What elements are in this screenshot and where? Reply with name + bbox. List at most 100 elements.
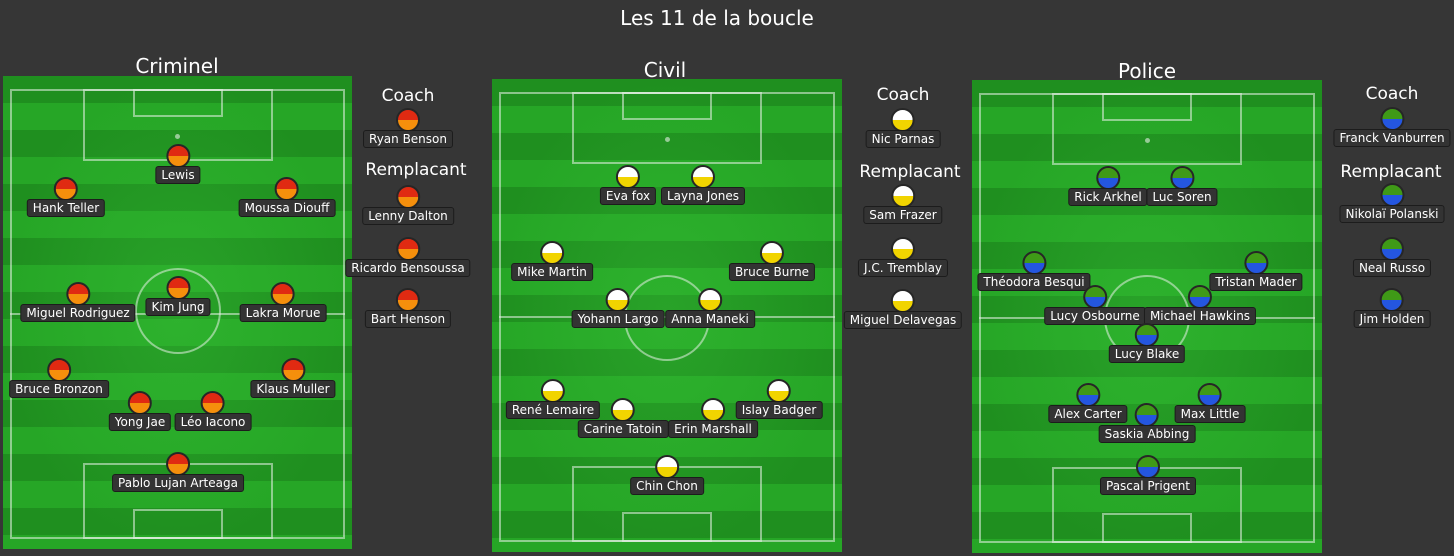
player-name: Erin Marshall <box>668 420 758 438</box>
subs-heading: Remplacant <box>859 162 961 182</box>
player-card[interactable]: Bruce Bronzon <box>9 358 109 398</box>
player-name: Lucy Blake <box>1108 345 1186 363</box>
shirt-icon <box>54 177 78 201</box>
player-name: Pablo Lujan Arteaga <box>112 474 244 492</box>
player-card[interactable]: Eva fox <box>599 165 657 205</box>
player-card[interactable]: Hank Teller <box>26 177 106 217</box>
player-card[interactable]: Luc Soren <box>1146 166 1218 206</box>
coach-card[interactable]: Franck Vanburren <box>1333 107 1451 147</box>
shirt-icon <box>1169 166 1194 190</box>
player-card[interactable]: Lucy Osbourne <box>1044 285 1146 325</box>
sub-name: Lenny Dalton <box>362 207 454 225</box>
pitch-civil: Eva fox Layna Jones Mike Martin Bruce Bu… <box>492 79 842 552</box>
sub-card[interactable]: Bart Henson <box>364 288 452 328</box>
player-card[interactable]: Lakra Morue <box>239 282 327 322</box>
player-card[interactable]: Alex Carter <box>1048 383 1128 423</box>
shirt-icon <box>1187 285 1212 309</box>
player-card[interactable]: Islay Badger <box>735 379 823 419</box>
sub-card[interactable]: Neal Russo <box>1352 237 1432 277</box>
shirt-icon <box>165 276 190 300</box>
player-card[interactable]: Max Little <box>1174 383 1246 423</box>
player-card[interactable]: Rick Arkhel <box>1068 166 1148 206</box>
player-card[interactable]: Mike Martin <box>511 241 593 281</box>
sub-card[interactable]: Lenny Dalton <box>362 185 454 225</box>
player-name: Layna Jones <box>660 187 746 205</box>
player-name: Léo Iacono <box>174 413 252 431</box>
player-card[interactable]: Chin Chon <box>630 455 704 495</box>
player-card[interactable]: Klaus Muller <box>250 358 336 398</box>
shirt-icon <box>1380 183 1404 207</box>
sub-card[interactable]: J.C. Tremblay <box>857 237 949 277</box>
sub-name: Nikolaï Polanski <box>1339 205 1445 223</box>
shirt-icon <box>605 288 630 312</box>
player-name: Théodora Besqui <box>977 273 1091 291</box>
shirt-icon <box>271 282 295 306</box>
shirt-icon <box>1198 383 1222 407</box>
sub-card[interactable]: Nikolaï Polanski <box>1339 183 1445 223</box>
player-card[interactable]: Tristan Mader <box>1209 251 1303 291</box>
shirt-icon <box>539 241 564 265</box>
shirt-icon <box>127 391 152 415</box>
player-name: Pascal Prigent <box>1099 477 1197 495</box>
player-card[interactable]: Erin Marshall <box>668 398 758 438</box>
sub-name: Ricardo Bensoussa <box>345 259 471 277</box>
player-name: Max Little <box>1174 405 1246 423</box>
coach-name: Nic Parnas <box>865 130 941 148</box>
player-card[interactable]: Layna Jones <box>660 165 746 205</box>
player-card[interactable]: Théodora Besqui <box>977 251 1091 291</box>
sub-card[interactable]: Jim Holden <box>1353 288 1431 328</box>
shirt-icon <box>611 398 635 422</box>
shirt-icon <box>165 144 190 168</box>
shirt-icon <box>1135 403 1159 427</box>
shirt-icon <box>396 237 420 261</box>
shirt-icon <box>616 165 640 189</box>
sub-name: Bart Henson <box>364 310 452 328</box>
coach-card[interactable]: Nic Parnas <box>865 108 941 148</box>
player-name: Mike Martin <box>511 263 593 281</box>
shirt-icon <box>280 358 305 382</box>
player-card[interactable]: Michael Hawkins <box>1143 285 1257 325</box>
player-name: Saskia Abbing <box>1098 425 1196 443</box>
player-card[interactable]: Pascal Prigent <box>1099 455 1197 495</box>
shirt-icon <box>46 358 71 382</box>
player-name: Klaus Muller <box>250 380 336 398</box>
coach-heading: Coach <box>876 85 930 105</box>
center-circle <box>135 268 221 354</box>
shirt-icon <box>1135 455 1160 479</box>
player-name: Lakra Morue <box>239 304 327 322</box>
page-title: Les 11 de la boucle <box>620 6 814 30</box>
player-name: Hank Teller <box>26 199 106 217</box>
player-name: Alex Carter <box>1048 405 1128 423</box>
player-card[interactable]: Saskia Abbing <box>1098 403 1196 443</box>
player-card[interactable]: Yohann Largo <box>571 288 665 328</box>
player-card[interactable]: Carine Tatoin <box>577 398 669 438</box>
sub-card[interactable]: Ricardo Bensoussa <box>345 237 471 277</box>
player-card[interactable]: Bruce Burne <box>728 241 816 281</box>
coach-name: Ryan Benson <box>363 130 453 148</box>
player-card[interactable]: Anna Maneki <box>665 288 755 328</box>
goal-box-bottom <box>133 509 223 539</box>
shirt-icon <box>541 379 565 403</box>
player-name: Kim Jung <box>145 298 211 316</box>
player-card[interactable]: Lucy Blake <box>1108 323 1186 363</box>
shirt-icon <box>891 108 915 132</box>
player-name: Michael Hawkins <box>1143 307 1257 325</box>
shirt-icon <box>200 391 225 415</box>
player-card[interactable]: Moussa Diouff <box>238 177 336 217</box>
player-card[interactable]: Kim Jung <box>145 276 211 316</box>
coach-card[interactable]: Ryan Benson <box>363 108 453 148</box>
pitch-police: Rick Arkhel Luc Soren Théodora Besqui Tr… <box>972 80 1322 553</box>
player-card[interactable]: Yong Jae <box>108 391 172 431</box>
player-card[interactable]: Pablo Lujan Arteaga <box>112 452 244 492</box>
sub-card[interactable]: Miguel Delavegas <box>843 289 963 329</box>
shirt-icon <box>1380 237 1404 261</box>
player-card[interactable]: Lewis <box>155 144 201 184</box>
player-card[interactable]: Léo Iacono <box>174 391 252 431</box>
sub-card[interactable]: Sam Frazer <box>863 184 943 224</box>
shirt-icon <box>395 108 420 132</box>
player-card[interactable]: Miguel Rodriguez <box>20 282 136 322</box>
player-card[interactable]: René Lemaire <box>505 379 601 419</box>
player-name: Bruce Burne <box>728 263 816 281</box>
shirt-icon <box>1244 251 1268 275</box>
shirt-icon <box>1380 288 1404 312</box>
